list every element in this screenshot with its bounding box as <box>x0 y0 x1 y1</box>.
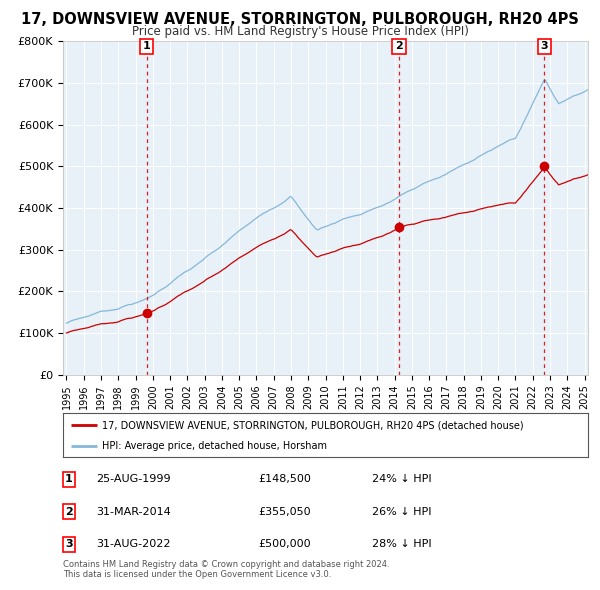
Text: 17, DOWNSVIEW AVENUE, STORRINGTON, PULBOROUGH, RH20 4PS: 17, DOWNSVIEW AVENUE, STORRINGTON, PULBO… <box>21 12 579 27</box>
Text: 24% ↓ HPI: 24% ↓ HPI <box>372 474 431 484</box>
Text: 1: 1 <box>143 41 151 51</box>
Text: 3: 3 <box>541 41 548 51</box>
Text: £148,500: £148,500 <box>258 474 311 484</box>
Text: 31-AUG-2022: 31-AUG-2022 <box>96 539 170 549</box>
Text: 28% ↓ HPI: 28% ↓ HPI <box>372 539 431 549</box>
Text: Price paid vs. HM Land Registry's House Price Index (HPI): Price paid vs. HM Land Registry's House … <box>131 25 469 38</box>
Text: HPI: Average price, detached house, Horsham: HPI: Average price, detached house, Hors… <box>103 441 328 451</box>
Text: £355,050: £355,050 <box>258 507 311 517</box>
Text: 31-MAR-2014: 31-MAR-2014 <box>96 507 171 517</box>
Text: £500,000: £500,000 <box>258 539 311 549</box>
Text: 17, DOWNSVIEW AVENUE, STORRINGTON, PULBOROUGH, RH20 4PS (detached house): 17, DOWNSVIEW AVENUE, STORRINGTON, PULBO… <box>103 421 524 430</box>
Text: 2: 2 <box>395 41 403 51</box>
Text: 1: 1 <box>65 474 73 484</box>
Text: 26% ↓ HPI: 26% ↓ HPI <box>372 507 431 517</box>
Text: 25-AUG-1999: 25-AUG-1999 <box>96 474 170 484</box>
Text: 2: 2 <box>65 507 73 517</box>
Text: 3: 3 <box>65 539 73 549</box>
Text: Contains HM Land Registry data © Crown copyright and database right 2024.
This d: Contains HM Land Registry data © Crown c… <box>63 560 389 579</box>
